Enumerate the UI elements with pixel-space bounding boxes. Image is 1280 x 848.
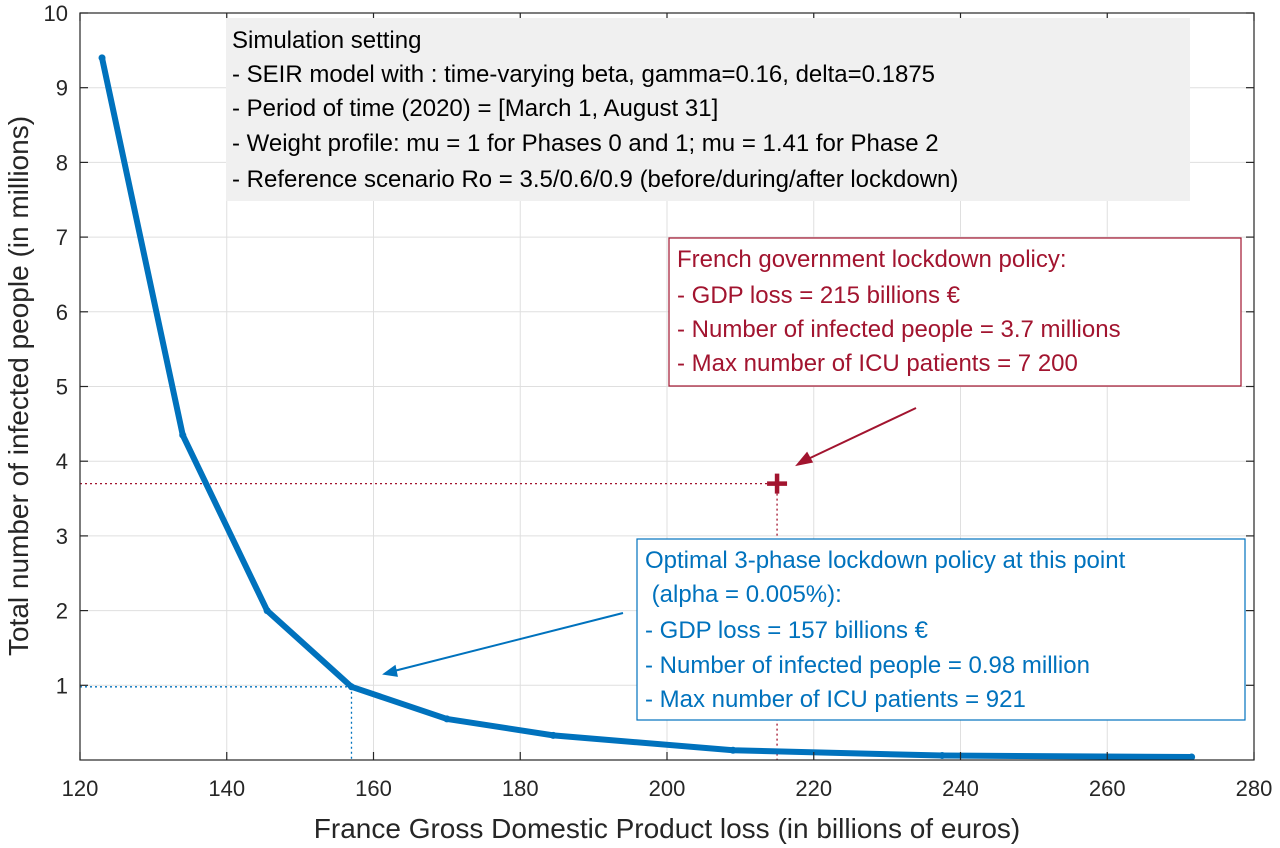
x-tick-label: 140 <box>208 776 245 801</box>
y-tick-label: 4 <box>56 449 68 474</box>
data-point <box>263 607 271 615</box>
french-policy-frame <box>668 237 1242 387</box>
optimal-line-3: - Number of infected people = 0.98 milli… <box>645 652 1090 679</box>
optimal-line-1: (alpha = 0.005%): <box>645 581 842 608</box>
x-tick-label: 200 <box>649 776 686 801</box>
data-point <box>98 54 106 62</box>
y-axis-title: Total number of infected people (in mill… <box>3 116 34 656</box>
y-tick-label: 7 <box>56 225 68 250</box>
x-axis-title: France Gross Domestic Product loss (in b… <box>314 813 1020 844</box>
french-line-1: - GDP loss = 215 billions € <box>677 282 961 309</box>
data-point <box>347 683 355 691</box>
setting-line-0: Simulation setting <box>232 27 421 54</box>
y-tick-label: 9 <box>56 76 68 101</box>
simulation-setting-bg <box>226 18 1190 201</box>
french-arrow-head <box>795 451 814 467</box>
x-tick-label: 240 <box>942 776 979 801</box>
optimal-line-2: - GDP loss = 157 billions € <box>645 617 929 644</box>
y-tick-label: 6 <box>56 300 68 325</box>
x-tick-label: 180 <box>502 776 539 801</box>
setting-line-1: - SEIR model with : time-varying beta, g… <box>232 61 935 88</box>
french-line-2: - Number of infected people = 3.7 millio… <box>677 316 1121 343</box>
y-tick-label: 5 <box>56 375 68 400</box>
data-point <box>549 731 557 739</box>
y-tick-label: 8 <box>56 150 68 175</box>
simulation-setting-box: Simulation setting - SEIR model with : t… <box>226 18 1190 201</box>
french-arrow-shaft <box>807 407 917 460</box>
x-tick-label: 220 <box>795 776 832 801</box>
x-tick-label: 280 <box>1236 776 1273 801</box>
setting-line-4: - Reference scenario Ro = 3.5/0.6/0.9 (b… <box>232 166 958 193</box>
y-tick-label: 10 <box>44 1 68 26</box>
x-tick-label: 260 <box>1089 776 1126 801</box>
french-line-3: - Max number of ICU patients = 7 200 <box>677 350 1078 377</box>
data-point <box>443 715 451 723</box>
x-tick-label: 120 <box>62 776 99 801</box>
markers <box>767 473 788 494</box>
optimal-arrow-shaft <box>393 612 624 672</box>
optimal-arrow-head <box>382 664 398 677</box>
optimal-line-4: - Max number of ICU patients = 921 <box>645 686 1026 713</box>
optimal-policy-frame <box>636 538 1246 721</box>
french-arrow <box>795 407 917 467</box>
y-tick-label: 1 <box>56 673 68 698</box>
y-tick-label: 3 <box>56 524 68 549</box>
series-group <box>98 54 1196 761</box>
data-point <box>729 746 737 754</box>
optimal-policy-box: Optimal 3-phase lockdown policy at this … <box>636 538 1246 721</box>
x-tick-label: 160 <box>355 776 392 801</box>
data-point <box>1188 753 1196 761</box>
french-policy-box: French government lockdown policy: - GDP… <box>668 237 1242 387</box>
setting-line-3: - Weight profile: mu = 1 for Phases 0 an… <box>232 130 939 157</box>
ticks: 120 140 160 180 200 220 240 260 280 1 2 3 4 5 6 7 8 9 10 <box>44 1 1273 801</box>
optimal-line-0: Optimal 3-phase lockdown policy at this … <box>645 547 1126 574</box>
data-point <box>938 752 946 760</box>
french-line-0: French government lockdown policy: <box>677 246 1067 273</box>
y-tick-label: 2 <box>56 599 68 624</box>
setting-line-2: - Period of time (2020) = [March 1, Augu… <box>232 95 718 122</box>
data-point <box>179 431 187 439</box>
optimal-arrow <box>382 612 624 677</box>
